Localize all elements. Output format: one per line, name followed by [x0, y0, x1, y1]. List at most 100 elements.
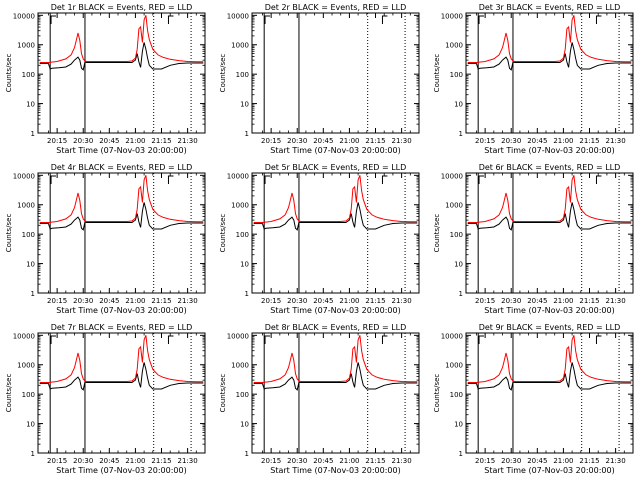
plot-frame [251, 12, 420, 134]
flag-marker [50, 175, 57, 184]
plot-frame [251, 172, 420, 294]
plot-frame [37, 172, 206, 294]
y-tick-label: 10 [26, 261, 35, 269]
x-axis-label: Start Time (07-Nov-03 20:00:00) [56, 146, 186, 155]
plot-frame [465, 332, 634, 454]
x-tick-label: 20:15 [47, 457, 67, 465]
x-axis-label: Start Time (07-Nov-03 20:00:00) [270, 146, 400, 155]
flag-marker [167, 175, 174, 184]
series-lld-line [253, 175, 418, 223]
y-tick-label: 100 [236, 391, 249, 399]
series-events-line [253, 202, 418, 231]
x-tick-label: 20:45 [527, 297, 547, 305]
x-axis-label: Start Time (07-Nov-03 20:00:00) [484, 146, 614, 155]
x-tick-label: 20:15 [47, 297, 67, 305]
flag-marker [167, 15, 174, 24]
series-events-line [467, 42, 632, 71]
x-axis-label: Start Time (07-Nov-03 20:00:00) [56, 306, 186, 315]
x-tick-label: 20:30 [501, 457, 521, 465]
x-tick-label: 20:45 [99, 297, 119, 305]
y-tick-label: 1 [459, 450, 463, 458]
series-events-line [467, 362, 632, 391]
y-tick-label: 1 [31, 290, 35, 298]
series-lld-line [39, 175, 204, 223]
x-axis-label: Start Time (07-Nov-03 20:00:00) [484, 306, 614, 315]
x-tick-label: 21:00 [339, 137, 359, 145]
y-tick-label: 10000 [227, 12, 249, 20]
flag-marker [167, 335, 174, 344]
x-tick-label: 21:15 [579, 457, 599, 465]
x-tick-label: 21:30 [606, 457, 626, 465]
x-tick-label: 20:15 [47, 137, 67, 145]
y-axis-label: Counts/sec [5, 374, 13, 413]
x-tick-label: 21:00 [553, 137, 573, 145]
x-tick-label: 20:45 [527, 457, 547, 465]
flag-marker [595, 335, 602, 344]
y-axis-label: Counts/sec [433, 54, 441, 93]
flag-marker [595, 15, 602, 24]
flag-marker [50, 15, 57, 24]
x-tick-label: 20:45 [313, 297, 333, 305]
y-tick-label: 10000 [13, 12, 35, 20]
x-tick-label: 21:00 [553, 457, 573, 465]
x-tick-label: 20:30 [287, 457, 307, 465]
flag-marker [478, 335, 485, 344]
flag-marker [478, 175, 485, 184]
x-axis-label: Start Time (07-Nov-03 20:00:00) [484, 466, 614, 475]
x-tick-label: 21:30 [178, 137, 198, 145]
y-tick-label: 100 [450, 231, 463, 239]
x-tick-label: 21:15 [365, 137, 385, 145]
y-tick-label: 1000 [17, 202, 35, 210]
x-tick-label: 21:15 [579, 297, 599, 305]
y-tick-label: 10 [240, 421, 249, 429]
flag-marker [381, 15, 388, 24]
flag-marker [478, 15, 485, 24]
y-tick-label: 1000 [231, 202, 249, 210]
x-tick-label: 20:45 [313, 137, 333, 145]
y-axis-label: Counts/sec [5, 214, 13, 253]
x-tick-label: 21:15 [579, 137, 599, 145]
series-events-line [39, 42, 204, 71]
x-tick-label: 20:15 [475, 137, 495, 145]
y-tick-label: 1000 [17, 362, 35, 370]
panel-9: Det 9r BLACK = Events, RED = LLD Counts/s… [433, 323, 634, 475]
x-axis-label: Start Time (07-Nov-03 20:00:00) [56, 466, 186, 475]
plot-frame [465, 12, 634, 134]
x-tick-label: 20:15 [261, 457, 281, 465]
flag-marker [264, 175, 271, 184]
plot-frame [465, 172, 634, 294]
series-events-line [467, 202, 632, 231]
panel-3: Det 3r BLACK = Events, RED = LLD Counts/s… [433, 3, 634, 155]
x-tick-label: 21:00 [339, 297, 359, 305]
y-tick-label: 1000 [445, 202, 463, 210]
panel-title: Det 8r BLACK = Events, RED = LLD [265, 323, 407, 332]
panel-title: Det 9r BLACK = Events, RED = LLD [479, 323, 621, 332]
y-tick-label: 10 [454, 421, 463, 429]
y-tick-label: 100 [22, 71, 35, 79]
x-tick-label: 20:15 [475, 457, 495, 465]
y-axis-label: Counts/sec [219, 54, 227, 93]
series-lld-line [467, 175, 632, 223]
x-tick-label: 20:30 [73, 457, 93, 465]
y-tick-label: 10000 [441, 12, 463, 20]
x-tick-label: 20:30 [501, 297, 521, 305]
panel-7: Det 7r BLACK = Events, RED = LLD Counts/s… [5, 323, 206, 475]
x-tick-label: 20:30 [287, 137, 307, 145]
x-tick-label: 21:15 [365, 457, 385, 465]
y-tick-label: 1 [245, 130, 249, 138]
series-events-line [39, 362, 204, 391]
panel-title: Det 1r BLACK = Events, RED = LLD [51, 3, 193, 12]
x-tick-label: 20:45 [313, 457, 333, 465]
flag-marker [381, 335, 388, 344]
flag-marker [595, 175, 602, 184]
y-tick-label: 100 [22, 391, 35, 399]
panel-title: Det 7r BLACK = Events, RED = LLD [51, 323, 193, 332]
x-tick-label: 20:45 [99, 457, 119, 465]
x-tick-label: 20:45 [527, 137, 547, 145]
flag-marker [381, 175, 388, 184]
series-lld-line [253, 335, 418, 383]
panel-title: Det 2r BLACK = Events, RED = LLD [265, 3, 407, 12]
y-axis-label: Counts/sec [433, 214, 441, 253]
x-tick-label: 21:00 [125, 297, 145, 305]
x-tick-label: 21:30 [178, 297, 198, 305]
